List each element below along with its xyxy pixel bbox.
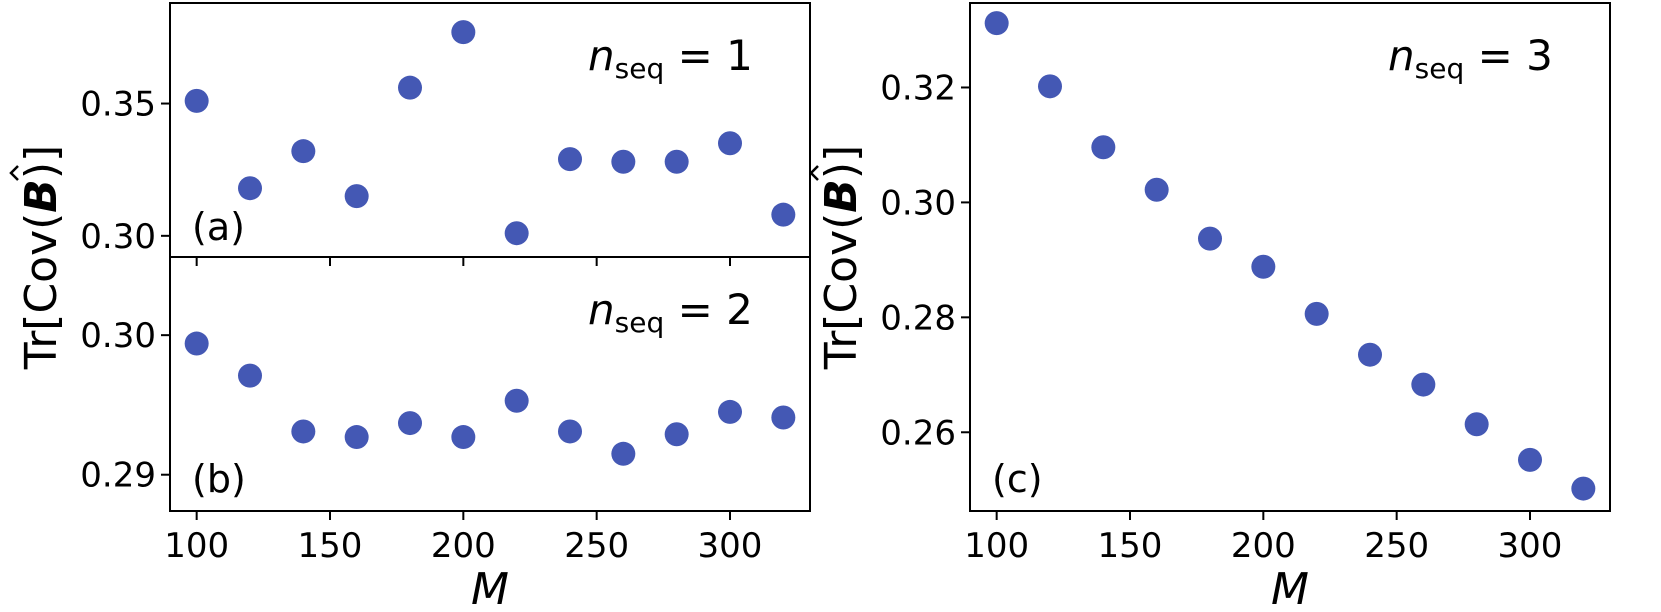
panel-c-data-point (1198, 226, 1222, 251)
panel-a-data-point (504, 221, 529, 246)
annotation-rest: = 1 (664, 31, 753, 80)
annotation-var: n (588, 285, 615, 334)
panel-c-annotation: nseq = 3 (1388, 31, 1553, 85)
panel-a-data-point (451, 20, 476, 45)
panel-a-ytick-label: 0.30 (80, 217, 156, 257)
ylabel-end: )] (16, 145, 67, 179)
panel-c-ytick-label: 0.30 (880, 183, 956, 223)
panel-b-xtick-label: 250 (564, 526, 629, 566)
panel-a: 0.30 0.35 (a) nseq = 1 (80, 2, 811, 266)
panel-b-annotation: nseq = 2 (588, 285, 753, 339)
panel-a-data-point (611, 149, 636, 174)
panel-c-label: (c) (992, 457, 1043, 501)
annotation-sub: seq (1415, 52, 1465, 85)
panel-c-data-point (1251, 254, 1276, 279)
panel-b-xtick-label: 200 (431, 526, 496, 566)
panel-c-x-axis-label: M (1271, 564, 1309, 612)
panel-b-marks: 0.29 0.30 100 150 200 250 300 (80, 316, 796, 566)
right-y-axis-label: Tr[Cov(B)] (816, 145, 867, 370)
panel-c-data-point (1304, 301, 1329, 326)
panel-b-xtick-label: 300 (698, 526, 763, 566)
left-ylabel-hat (9, 165, 19, 181)
ylabel-bold: B (16, 179, 67, 213)
panel-a-annotation: nseq = 1 (588, 31, 753, 85)
panel-c-xtick-label: 150 (1098, 526, 1163, 566)
ylabel-end: )] (816, 145, 867, 179)
panel-b-ytick-label: 0.29 (80, 456, 156, 496)
panel-b-data-point (771, 405, 796, 430)
panel-c-frame (969, 2, 1611, 512)
panel-c-data-point (1464, 412, 1489, 437)
annotation-sub: seq (615, 52, 665, 85)
panel-b-xtick-label: 150 (298, 526, 363, 566)
annotation-var: n (1388, 31, 1415, 80)
panel-a-data-point (238, 176, 262, 201)
panel-b-data-point (291, 419, 316, 444)
panel-a-ytick-label: 0.35 (80, 85, 156, 125)
left-y-axis-label: Tr[Cov(B)] (16, 145, 67, 370)
panel-a-data-point (291, 139, 316, 164)
panel-c-data-point (1038, 74, 1062, 99)
panel-b-label: (b) (192, 457, 246, 501)
panel-b: 0.29 0.30 100 150 200 250 300 (b) nseq = 2 M (80, 256, 811, 612)
panel-c-xtick-label: 250 (1364, 526, 1429, 566)
panel-c-data-point (1358, 342, 1382, 367)
panel-b-ytick-label: 0.30 (80, 316, 156, 356)
ylabel-text: Tr[Cov( (816, 213, 867, 371)
panel-b-data-point (504, 388, 529, 413)
panel-b-xtick-label: 100 (164, 526, 229, 566)
panel-c-xtick-label: 300 (1498, 526, 1563, 566)
panel-a-data-point (558, 147, 582, 172)
panel-a-data-point (398, 75, 422, 100)
panel-a-data-point (344, 184, 369, 209)
panel-a-data-point (771, 202, 796, 227)
annotation-var: n (588, 31, 615, 80)
panel-c-data-point (984, 11, 1009, 36)
panel-c-xtick-label: 200 (1231, 526, 1296, 566)
panel-b-data-point (184, 331, 209, 356)
panel-c-data-point (1571, 476, 1596, 501)
panel-a-label: (a) (192, 205, 245, 249)
panel-b-data-point (558, 419, 582, 444)
panel-b-data-point (718, 399, 742, 424)
panel-c-ytick-label: 0.26 (880, 413, 956, 453)
panel-b-frame (169, 256, 811, 512)
right-ylabel-hat (809, 165, 819, 181)
panel-c-data-point (1411, 372, 1436, 397)
annotation-rest: = 2 (664, 285, 753, 334)
ylabel-text: Tr[Cov( (16, 213, 67, 371)
panel-b-data-point (611, 441, 636, 466)
panel-c-ytick-label: 0.32 (880, 68, 956, 108)
panel-a-marks: 0.30 0.35 (80, 20, 796, 266)
panel-b-data-point (344, 425, 369, 450)
annotation-rest: = 3 (1464, 31, 1553, 80)
panel-c-data-point (1144, 177, 1169, 202)
panel-c-marks: 0.26 0.28 0.30 0.32 100 150 200 250 300 (880, 11, 1596, 566)
panel-b-data-point (238, 363, 262, 388)
panel-b-data-point (398, 411, 422, 436)
panel-c-ytick-label: 0.28 (880, 298, 956, 338)
panel-b-data-point (451, 425, 476, 450)
panel-b-x-axis-label: M (471, 564, 509, 612)
panel-a-data-point (718, 131, 742, 156)
panel-c-data-point (1091, 135, 1116, 160)
panel-a-data-point (184, 88, 209, 113)
panel-c-data-point (1518, 447, 1542, 472)
annotation-sub: seq (615, 306, 665, 339)
panel-c-xtick-label: 100 (964, 526, 1029, 566)
panel-c: 0.26 0.28 0.30 0.32 100 150 200 250 300 (c) nseq… (809, 2, 1611, 612)
panel-b-data-point (664, 422, 689, 447)
ylabel-bold: B (816, 179, 867, 213)
panel-a-data-point (664, 149, 689, 174)
